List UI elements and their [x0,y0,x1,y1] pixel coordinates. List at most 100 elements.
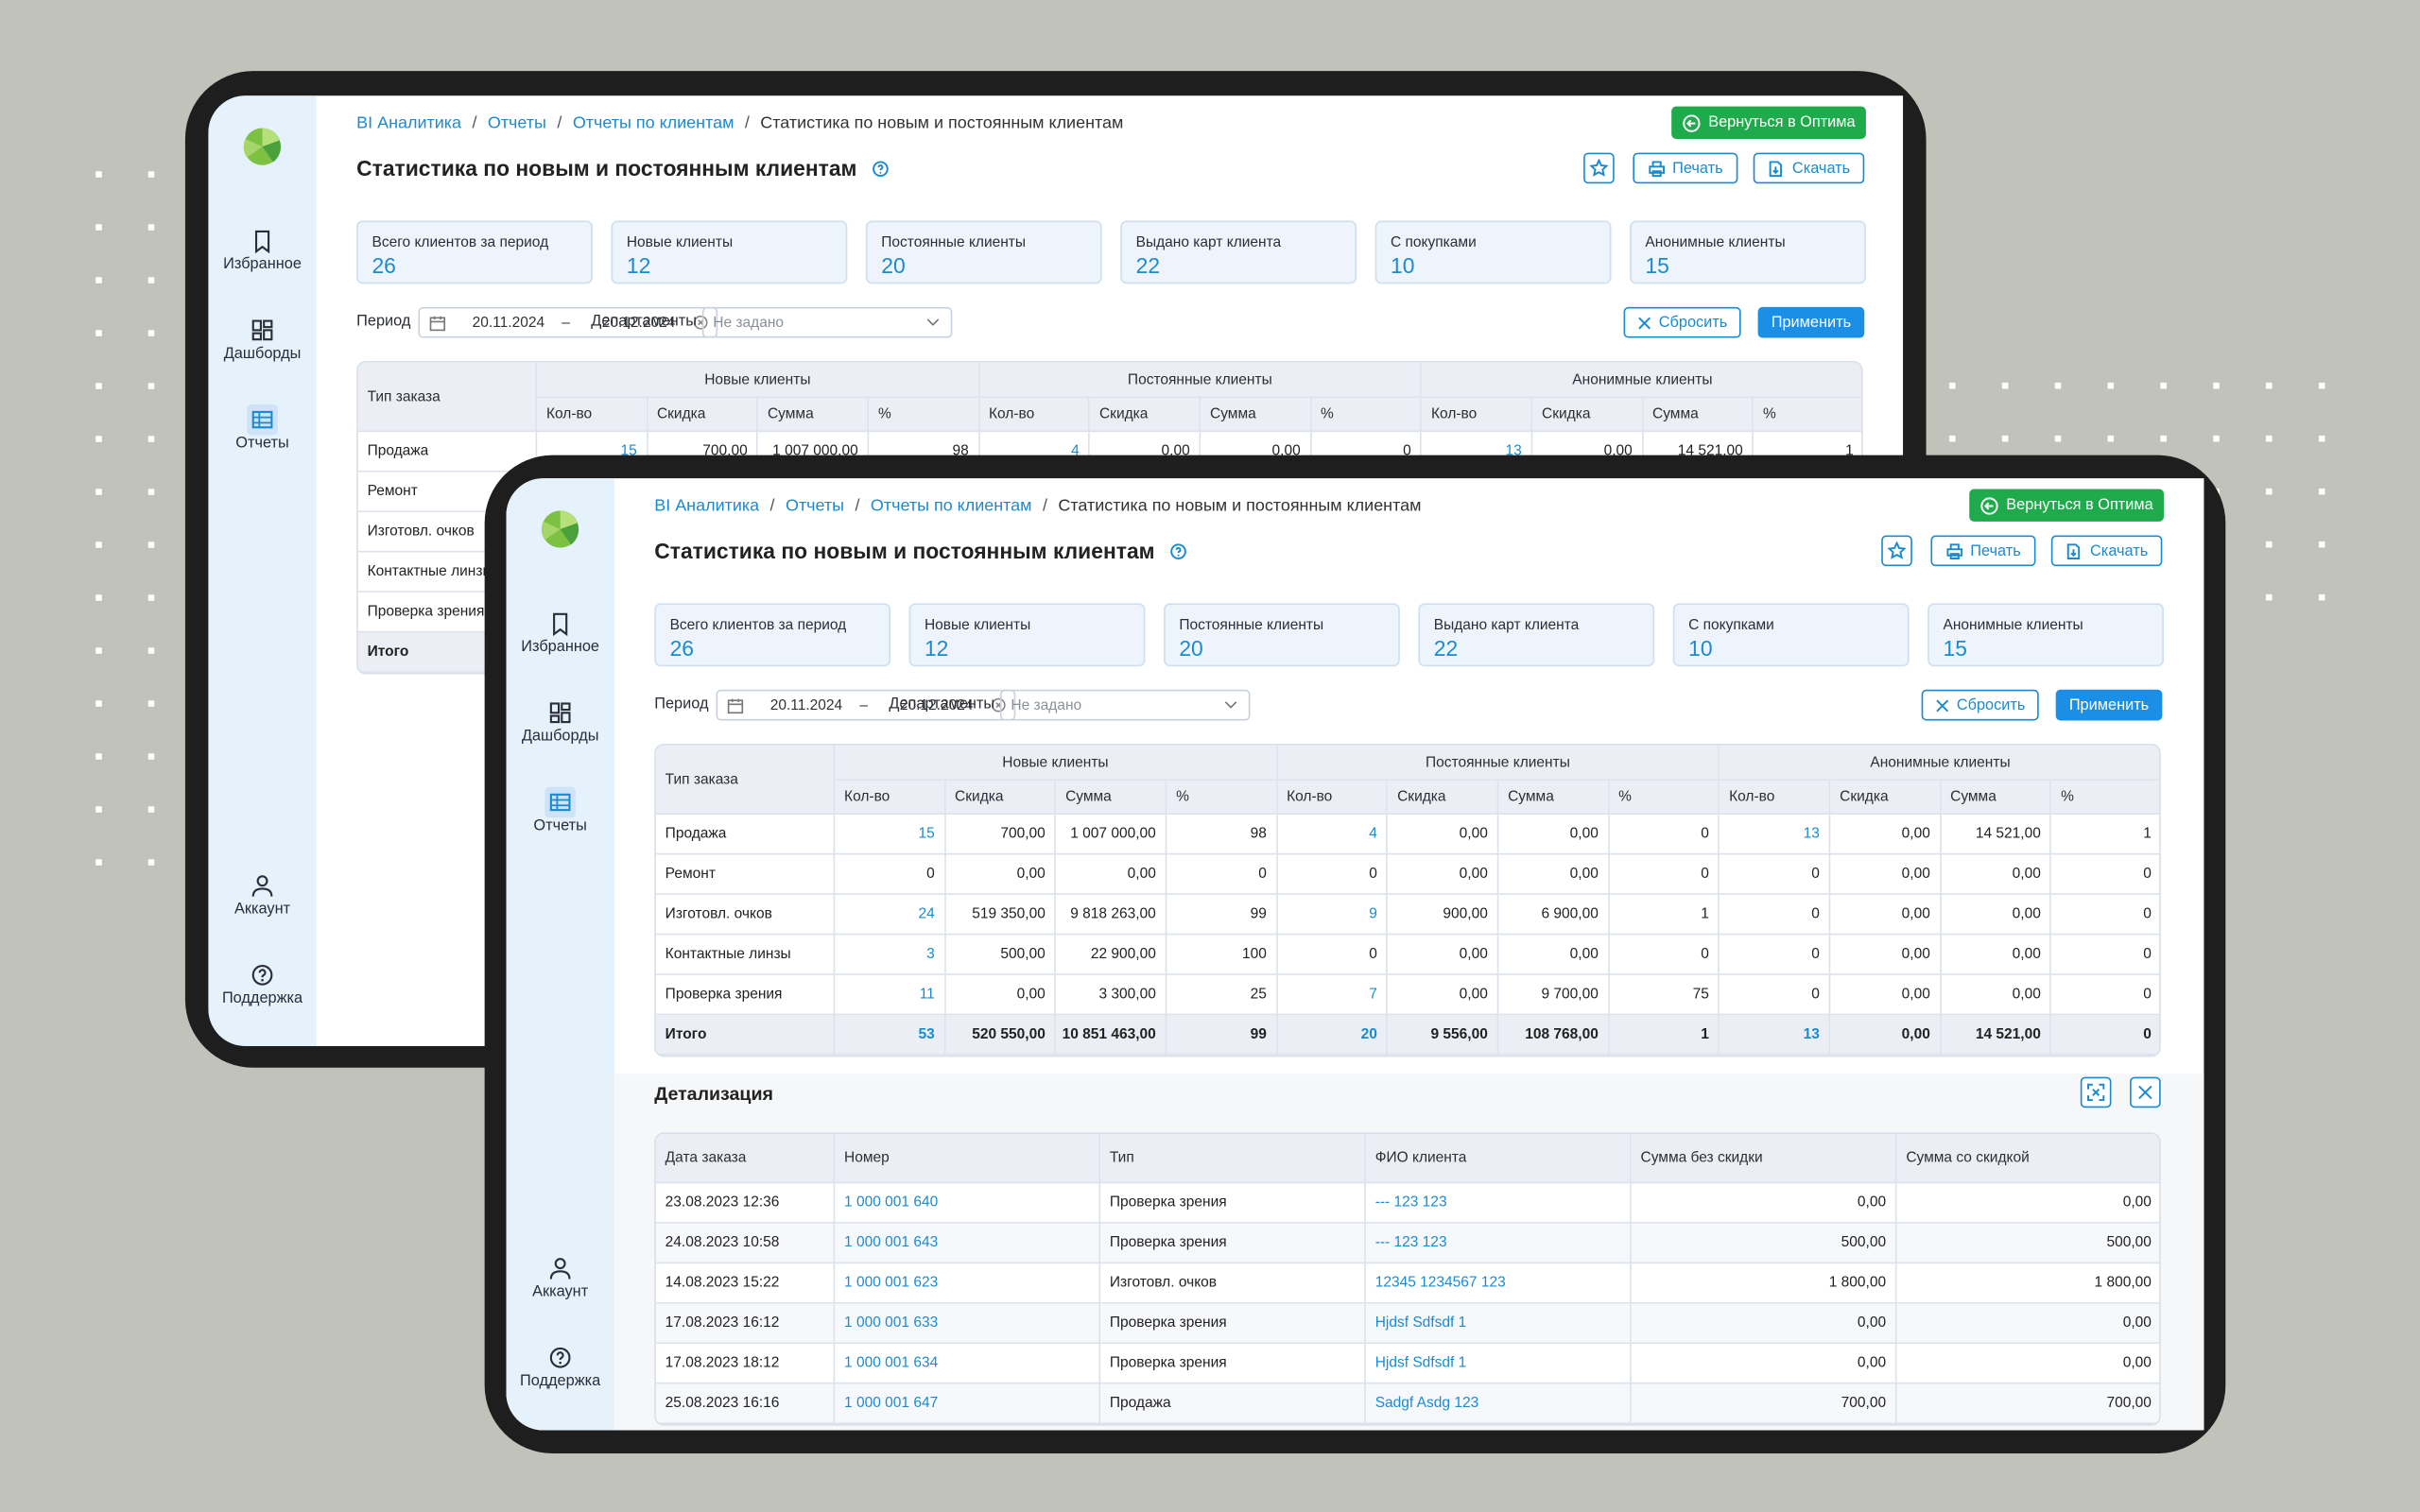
nav-item[interactable]: Поддержка [507,1342,614,1403]
icon-shape [1945,547,1962,556]
apply-button[interactable]: Применить [2055,689,2163,721]
dot [2107,382,2115,389]
expand-button[interactable] [2080,1076,2112,1108]
icon-shape [991,697,1006,713]
table-cell: 0 [2051,935,2160,975]
table-cell[interactable]: 24 [835,894,946,936]
detail-column-header: Номер [835,1134,1101,1184]
column-header: Скидка [648,398,759,433]
table-cell[interactable]: 3 [835,935,946,975]
dot [95,647,102,654]
dot [95,171,102,178]
table-cell[interactable]: 9 [1277,894,1389,936]
nav-item[interactable]: Избранное [507,608,614,669]
detail-cell[interactable]: Hjdsf Sdfsdf 1 [1365,1344,1632,1384]
table-cell: 14 521,00 [1941,815,2052,855]
detail-cell: Проверка зрения [1100,1223,1366,1264]
breadcrumb[interactable]: BI Аналитика [654,496,760,516]
detail-cell[interactable]: 12345 1234567 123 [1365,1263,1632,1304]
back-button[interactable]: Вернуться в Оптима [1671,106,1866,139]
dot [2318,435,2325,442]
detail-cell[interactable]: Hjdsf Sdfsdf 1 [1365,1303,1632,1345]
detail-cell: 0,00 [1896,1303,2160,1345]
detail-cell[interactable]: 1 000 001 634 [835,1344,1101,1384]
date-range[interactable]: 20.11.2024– 20.12.2024 [716,689,1016,721]
nav-item[interactable]: Дашборды [507,697,614,759]
reset-button[interactable]: Сбросить [1921,689,2039,721]
breadcrumb[interactable]: Отчеты по клиентам [870,496,1032,516]
detail-cell[interactable]: 1 000 001 640 [835,1183,1101,1224]
detail-cell[interactable]: 1 000 001 623 [835,1263,1101,1304]
table-cell[interactable]: 53 [835,1015,946,1056]
download-button[interactable]: Скачать [2050,535,2163,567]
close-button[interactable] [2130,1076,2161,1108]
back-button[interactable]: Вернуться в Оптима [1969,489,2164,522]
icon [1980,496,1998,514]
icon [1945,542,1962,559]
dot [2160,435,2167,442]
download-button[interactable]: Скачать [1753,152,1865,184]
nav-label: Отчеты [235,435,289,453]
detail-cell[interactable]: 1 000 001 633 [835,1303,1101,1345]
date-from: 20.11.2024 [472,315,545,333]
icon-shape [554,1258,566,1270]
nav-item[interactable]: Поддержка [208,960,316,1022]
breadcrumb[interactable]: BI Аналитика [356,113,462,133]
date-range[interactable]: 20.11.2024– 20.12.2024 [418,306,718,338]
detail-cell[interactable]: 1 000 001 643 [835,1223,1101,1264]
column-header: Сумма [1498,781,1610,816]
favorite-button[interactable] [1583,152,1615,184]
detail-cell: 0,00 [1631,1183,1897,1224]
table-cell[interactable]: 15 [835,815,946,855]
print-button[interactable]: Печать [1930,535,2036,567]
icon-shape [1949,542,1960,559]
nav-item[interactable]: Дашборды [208,315,316,376]
icon [251,319,273,341]
table-cell[interactable]: 13 [1720,1015,1831,1056]
nav-item[interactable]: Аккаунт [208,870,316,932]
detail-cell[interactable]: 1 000 001 647 [835,1383,1101,1424]
nav-item[interactable]: Отчеты [208,404,316,466]
table-cell[interactable]: 7 [1277,974,1389,1016]
table-cell[interactable]: 13 [1720,815,1831,855]
table-cell: 0,00 [1498,935,1610,975]
department-select[interactable]: Не задано [701,306,953,338]
nav-label: Отчеты [533,817,587,835]
table-cell: 0,00 [1941,935,2052,975]
detail-cell[interactable]: --- 123 123 [1365,1223,1632,1264]
table-cell: 0,00 [1941,894,2052,936]
detail-cell: 17.08.2023 18:12 [655,1344,836,1384]
dot [2001,382,2009,389]
breadcrumb[interactable]: Отчеты по клиентам [572,113,735,133]
front-screen: Избранное Дашборды Отчеты Аккаунт Поддержка B… [506,478,2204,1431]
nav-item[interactable]: Аккаунт [507,1253,614,1314]
detail-cell[interactable]: Sadgf Asdg 123 [1365,1383,1632,1424]
favorite-button[interactable] [1881,535,1912,567]
department-select[interactable]: Не задано [999,689,1251,721]
detail-cell: Проверка зрения [1100,1303,1366,1345]
stat-value: 20 [881,252,906,278]
nav-item[interactable]: Отчеты [507,786,614,849]
column-header: % [2051,781,2160,816]
table-cell: 22 900,00 [1056,935,1167,975]
icon-shape [550,794,570,811]
breadcrumb-separator: / [769,496,775,516]
print-button[interactable]: Печать [1633,152,1738,184]
table-cell[interactable]: 11 [835,974,946,1016]
detail-cell[interactable]: --- 123 123 [1365,1183,1632,1224]
reset-button[interactable]: Сбросить [1623,306,1741,338]
date-to: 20.12.2024 [601,315,676,333]
column-header: % [1754,398,1861,433]
table-cell[interactable]: 20 [1277,1015,1389,1056]
icon-shape [1648,164,1665,174]
breadcrumb[interactable]: Отчеты [487,113,546,133]
nav-item[interactable]: Избранное [208,225,316,286]
breadcrumb[interactable]: Отчеты [785,496,845,516]
table-cell[interactable]: 4 [1277,815,1389,855]
apply-button[interactable]: Применить [1757,306,1865,338]
icon-shape [1177,553,1180,556]
column-header: Сумма [1643,398,1754,433]
table-cell: 75 [1609,974,1720,1016]
column-header: Кол-во [1277,781,1389,816]
